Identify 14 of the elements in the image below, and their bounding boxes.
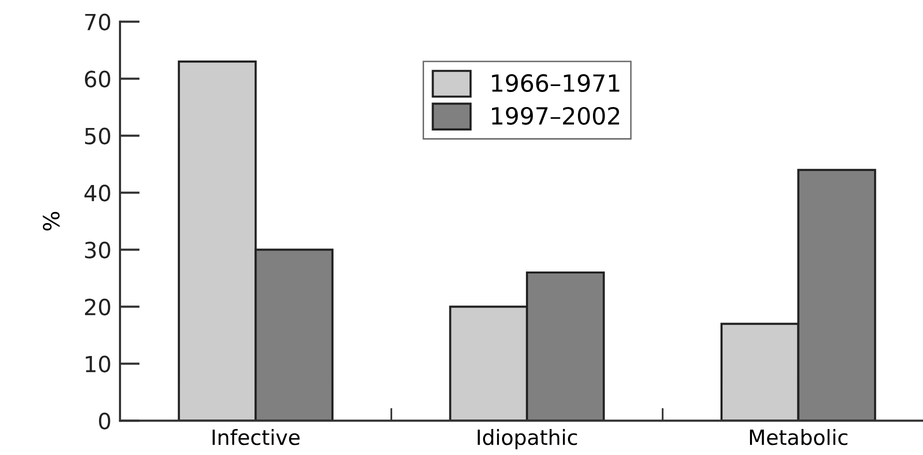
legend-label: 1997–2002 xyxy=(492,106,620,125)
y-tick-label: 40 xyxy=(84,184,110,202)
y-axis-title: % xyxy=(42,212,60,231)
y-tick-label: 50 xyxy=(85,128,110,144)
y-tick-label: 70 xyxy=(85,14,110,30)
y-tick-label: 60 xyxy=(84,70,110,88)
x-tick-label: Infective xyxy=(212,429,300,446)
y-tick-label: 0 xyxy=(98,412,110,430)
x-tick-label: Idiopathic xyxy=(478,429,577,450)
x-tick-label: Metabolic xyxy=(750,429,848,446)
y-tick-label: 20 xyxy=(85,298,110,316)
legend-label: 1966–1971 xyxy=(492,74,620,92)
y-tick-label: 30 xyxy=(85,242,110,258)
y-tick-label: 10 xyxy=(86,356,110,372)
